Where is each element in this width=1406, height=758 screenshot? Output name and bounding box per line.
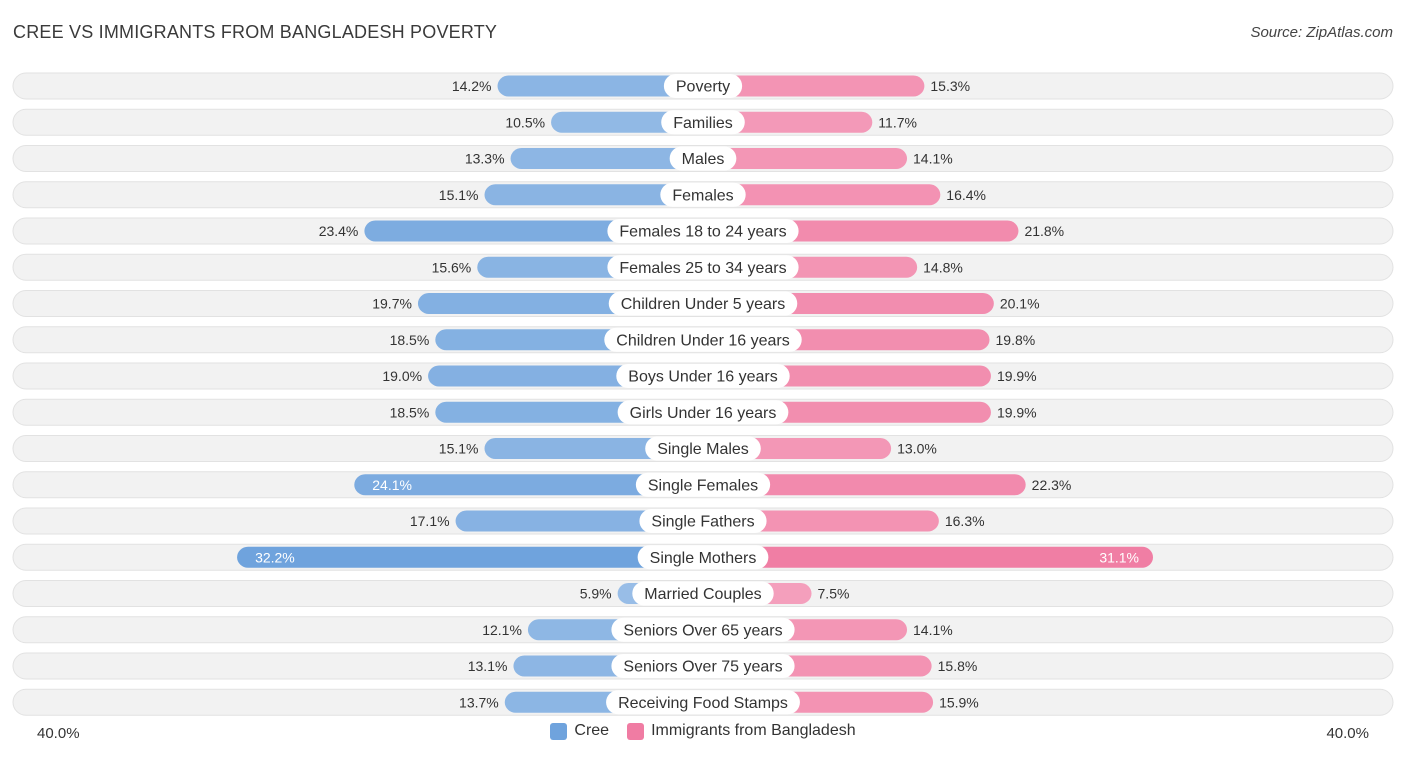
value-label-bangladesh-seniors-over-75-years: 15.8% — [938, 658, 978, 674]
category-label-poverty: Poverty — [676, 79, 730, 96]
value-label-cree-single-mothers: 32.2% — [255, 549, 295, 565]
category-pill-single-males — [645, 436, 761, 461]
category-label-families: Families — [673, 115, 733, 132]
category-pill-seniors-over-75-years — [611, 654, 795, 678]
value-label-cree-children-under-5-years: 19.7% — [372, 296, 412, 312]
category-pill-girls-under-16-years — [617, 400, 789, 425]
value-label-cree-children-under-16-years: 18.5% — [390, 332, 430, 348]
category-label-receiving-food-stamps: Receiving Food Stamps — [618, 695, 788, 712]
chart-legend: Cree Immigrants from Bangladesh — [0, 722, 1406, 740]
category-pill-single-mothers — [637, 545, 769, 570]
category-pill-single-females — [635, 472, 771, 497]
value-label-cree-females-25-to-34-years: 15.6% — [432, 259, 472, 275]
category-pill-seniors-over-65-years — [611, 617, 795, 642]
legend-label-cree: Cree — [574, 722, 610, 739]
bar-cree-females[interactable] — [484, 184, 703, 206]
axis-max-label: 40.0% — [1326, 725, 1369, 742]
value-label-bangladesh-poverty: 15.3% — [930, 78, 970, 94]
category-label-single-females: Single Females — [648, 477, 758, 494]
value-label-bangladesh-females: 16.4% — [946, 187, 986, 203]
category-label-seniors-over-75-years: Seniors Over 75 years — [623, 659, 782, 676]
category-label-females: Females — [672, 187, 733, 204]
category-pill-single-fathers — [639, 509, 767, 533]
value-label-bangladesh-children-under-16-years: 19.8% — [996, 332, 1036, 348]
value-label-bangladesh-seniors-over-65-years: 14.1% — [913, 622, 953, 638]
bar-bangladesh-single-mothers[interactable] — [703, 546, 1154, 568]
value-label-cree-boys-under-16-years: 19.0% — [382, 368, 422, 384]
category-label-children-under-5-years: Children Under 5 years — [621, 296, 786, 313]
category-pill-poverty — [663, 74, 743, 98]
value-label-cree-males: 13.3% — [465, 151, 505, 167]
value-label-bangladesh-married-couples: 7.5% — [818, 586, 850, 602]
category-pill-boys-under-16-years — [616, 364, 790, 388]
legend-swatch-bangladesh — [627, 722, 645, 740]
axis-min-label: 40.0% — [37, 725, 80, 742]
category-pill-males — [669, 146, 737, 171]
category-pill-receiving-food-stamps — [606, 690, 800, 715]
value-label-bangladesh-females-18-to-24-years: 21.8% — [1024, 223, 1064, 239]
bar-cree-males[interactable] — [510, 148, 703, 169]
value-label-cree-single-fathers: 17.1% — [410, 513, 450, 529]
value-label-cree-receiving-food-stamps: 13.7% — [459, 694, 499, 710]
value-label-cree-poverty: 14.2% — [452, 78, 492, 94]
category-pill-children-under-16-years — [604, 327, 802, 352]
legend-swatch-cree — [550, 722, 568, 740]
bar-bangladesh-single-females[interactable] — [703, 474, 1026, 496]
bar-cree-poverty[interactable] — [497, 75, 703, 97]
category-pill-females — [660, 182, 746, 207]
value-label-cree-married-couples: 5.9% — [580, 586, 612, 602]
legend-item-cree[interactable]: Cree — [550, 722, 609, 740]
category-label-boys-under-16-years: Boys Under 16 years — [628, 369, 777, 386]
legend-item-bangladesh[interactable]: Immigrants from Bangladesh — [627, 722, 856, 740]
value-label-bangladesh-families: 11.7% — [878, 114, 917, 130]
category-label-children-under-16-years: Children Under 16 years — [616, 332, 789, 349]
value-label-bangladesh-boys-under-16-years: 19.9% — [997, 368, 1037, 384]
value-label-bangladesh-single-fathers: 16.3% — [945, 513, 985, 529]
category-label-females-18-to-24-years: Females 18 to 24 years — [619, 224, 786, 241]
bar-bangladesh-males[interactable] — [703, 148, 908, 169]
value-label-bangladesh-single-males: 13.0% — [897, 441, 937, 457]
category-label-females-25-to-34-years: Females 25 to 34 years — [619, 260, 786, 277]
value-label-cree-females-18-to-24-years: 23.4% — [319, 223, 359, 239]
value-label-cree-girls-under-16-years: 18.5% — [390, 404, 430, 420]
value-label-bangladesh-girls-under-16-years: 19.9% — [997, 404, 1037, 420]
category-pill-married-couples — [632, 581, 774, 606]
category-label-married-couples: Married Couples — [644, 586, 761, 603]
chart-source: Source: ZipAtlas.com — [1250, 24, 1393, 41]
value-label-cree-seniors-over-75-years: 13.1% — [468, 658, 508, 674]
bar-bangladesh-poverty[interactable] — [703, 75, 925, 97]
bar-bangladesh-females[interactable] — [703, 184, 941, 206]
chart-title: CREE VS IMMIGRANTS FROM BANGLADESH POVER… — [13, 22, 498, 42]
value-label-cree-single-females: 24.1% — [372, 477, 412, 493]
category-pill-females-18-to-24-years — [607, 219, 799, 243]
value-label-bangladesh-females-25-to-34-years: 14.8% — [923, 259, 963, 275]
value-label-bangladesh-receiving-food-stamps: 15.9% — [939, 694, 979, 710]
value-label-bangladesh-males: 14.1% — [913, 151, 953, 167]
value-label-bangladesh-children-under-5-years: 20.1% — [1000, 296, 1040, 312]
category-label-seniors-over-65-years: Seniors Over 65 years — [623, 622, 782, 639]
category-label-girls-under-16-years: Girls Under 16 years — [630, 405, 777, 422]
category-pill-children-under-5-years — [608, 291, 798, 316]
value-label-cree-single-males: 15.1% — [439, 441, 479, 457]
value-label-bangladesh-single-females: 22.3% — [1032, 477, 1072, 493]
category-label-single-fathers: Single Fathers — [651, 514, 754, 531]
category-pill-females-25-to-34-years — [607, 255, 799, 280]
category-label-single-mothers: Single Mothers — [650, 550, 757, 567]
bar-cree-single-mothers[interactable] — [237, 546, 704, 568]
value-label-cree-families: 10.5% — [505, 114, 545, 130]
bar-cree-single-females[interactable] — [354, 474, 703, 496]
value-label-bangladesh-single-mothers: 31.1% — [1099, 549, 1139, 565]
category-label-single-males: Single Males — [657, 441, 749, 458]
bar-bangladesh-families[interactable] — [703, 111, 873, 133]
value-label-cree-seniors-over-65-years: 12.1% — [482, 622, 522, 638]
legend-label-bangladesh: Immigrants from Bangladesh — [651, 722, 856, 739]
category-label-males: Males — [682, 151, 725, 168]
value-label-cree-females: 15.1% — [439, 187, 479, 203]
category-pill-families — [661, 110, 745, 135]
